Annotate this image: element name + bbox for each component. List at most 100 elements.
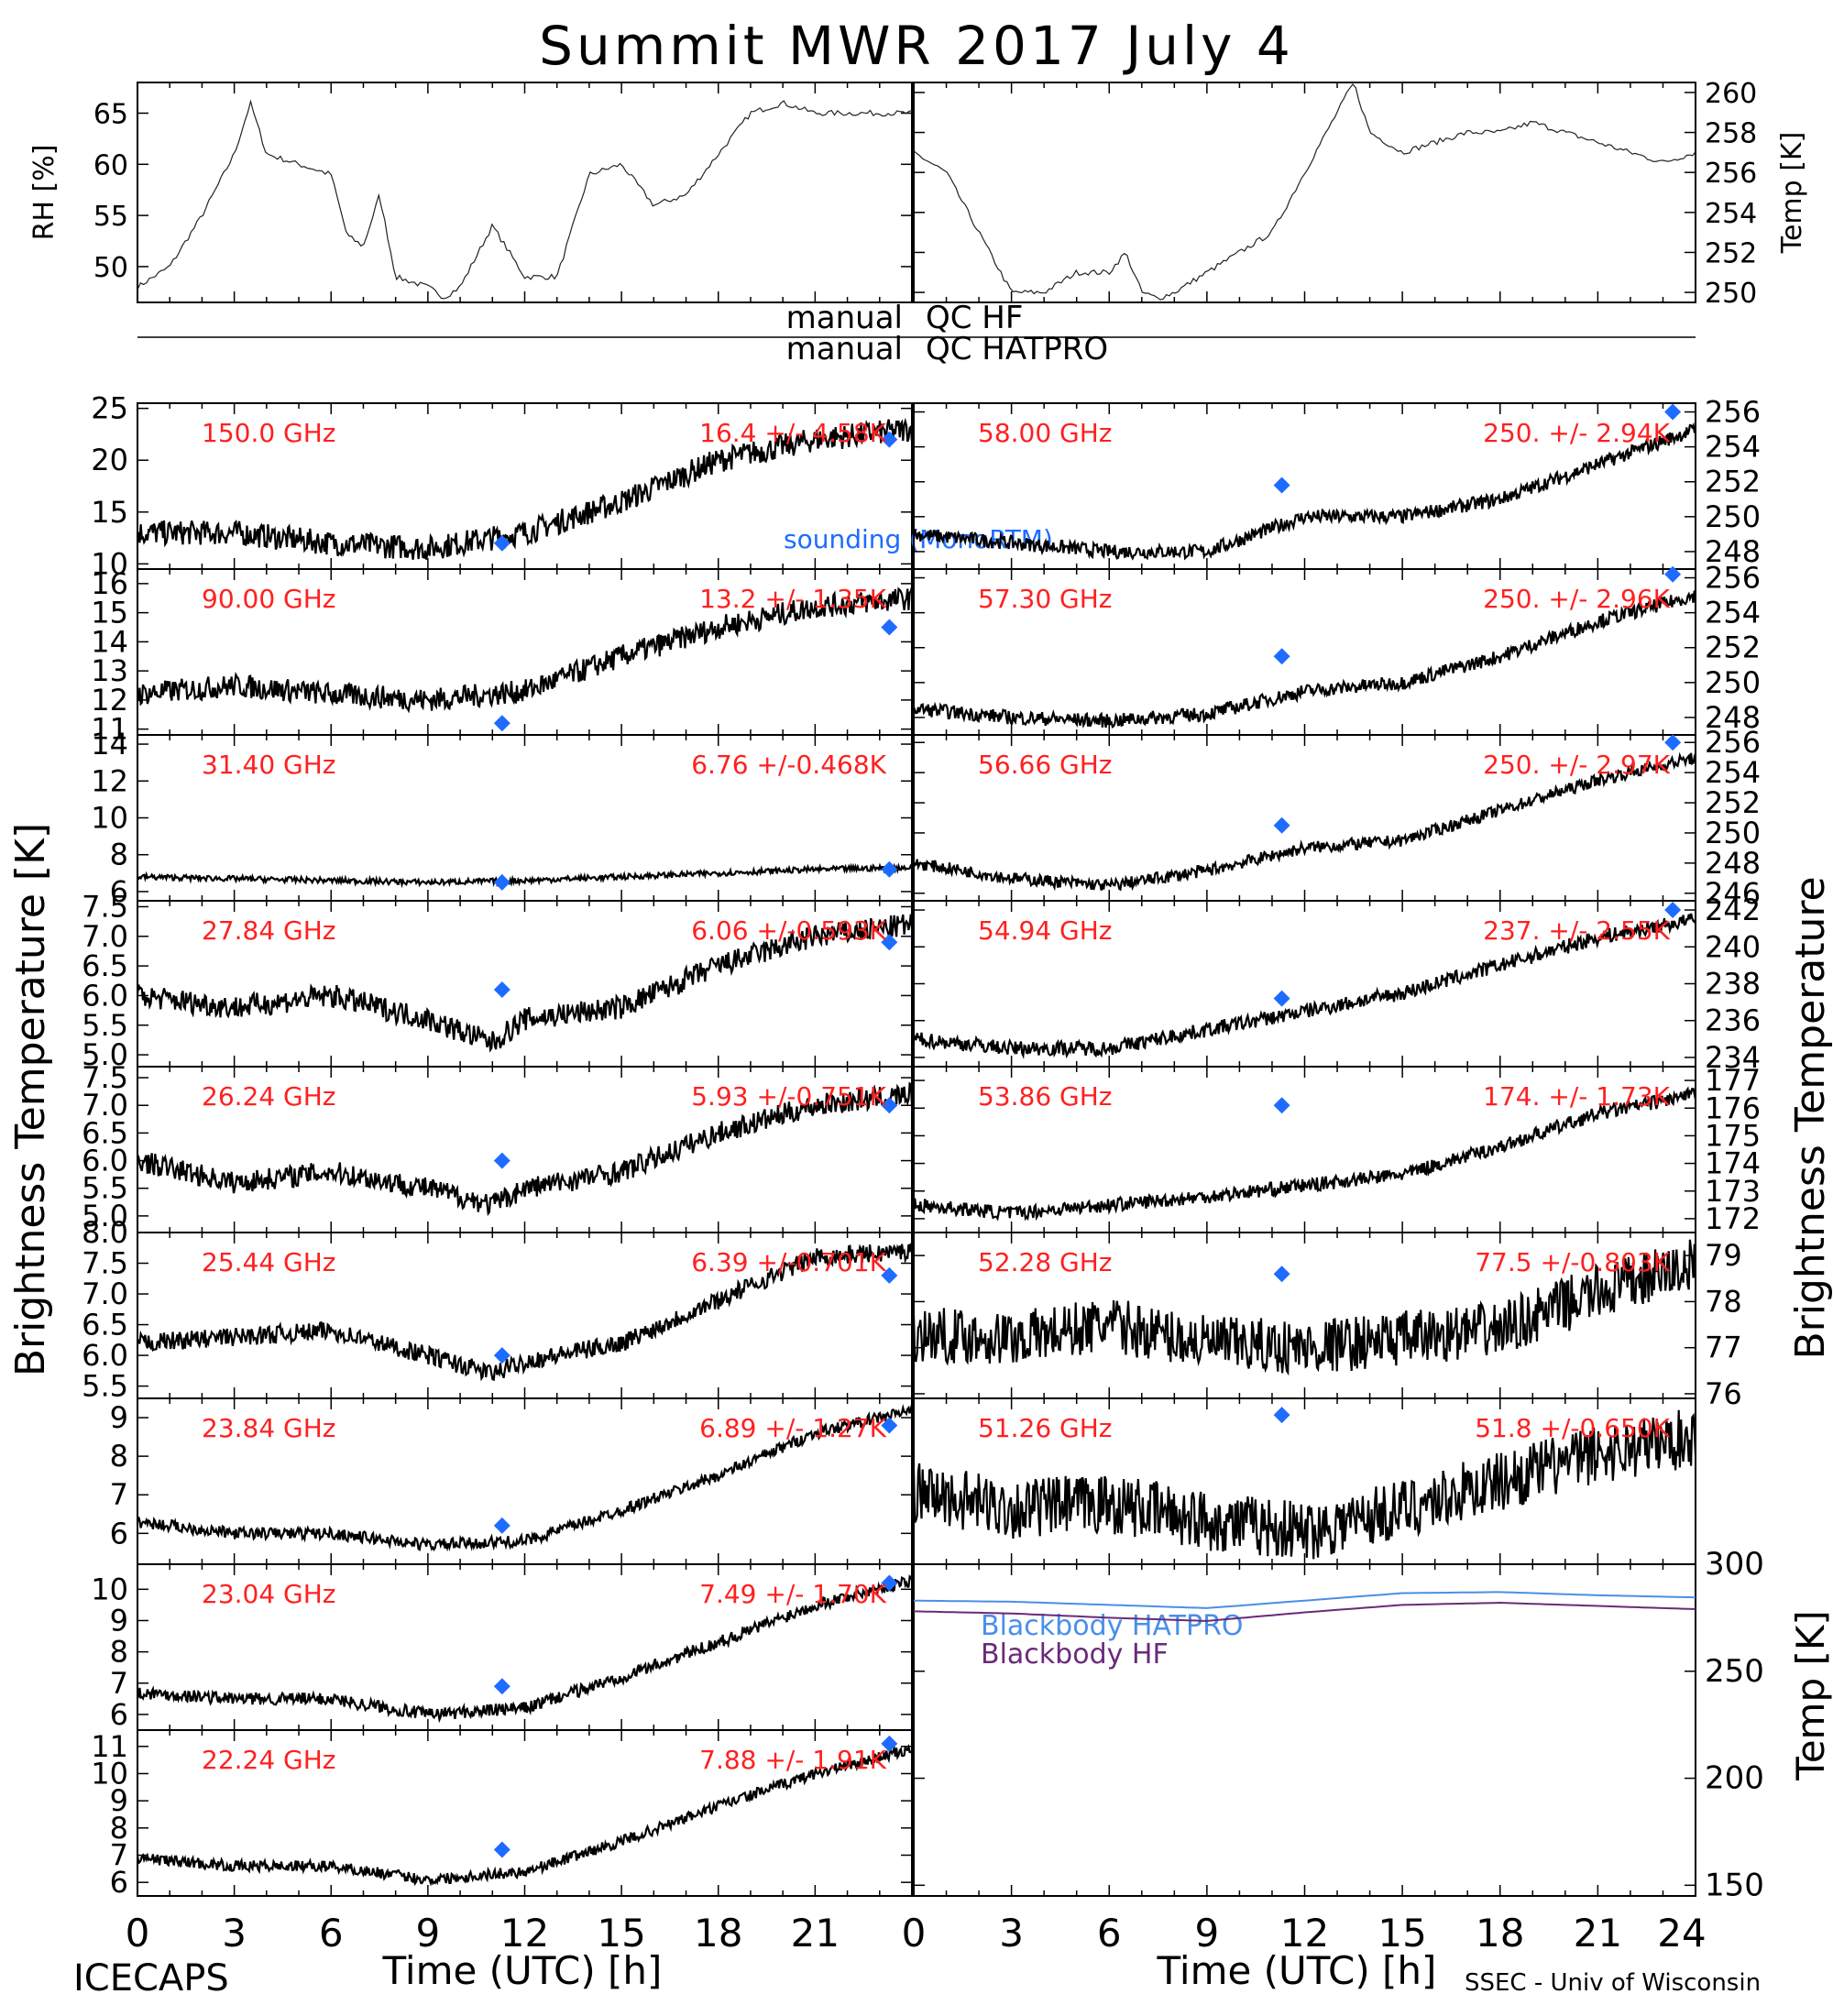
channel-5730-trace [912,590,1697,729]
channel-2384-ytick-label: 9 [110,1400,128,1435]
footer-icecaps: ICECAPS [73,1957,229,2000]
temp-trace [913,83,1696,301]
channel-5800-ytick-label: 250 [1705,499,1761,534]
channel-2304-ytick-label: 6 [110,1697,128,1732]
channel-5494-ytick-label: 242 [1705,893,1761,927]
channel-5666-ytick-label: 250 [1705,816,1761,850]
channel-5666-ytick-label: 252 [1705,785,1761,820]
channel-2784-trace [136,914,914,1053]
channel-9000-ytick-label: 13 [91,653,128,688]
channel-5494-sounding-point [1273,990,1290,1007]
temp-ytick-label: 252 [1705,237,1757,269]
x-tick-label-right: 21 [1574,1911,1622,1956]
channel-5386-ytick-label: 173 [1705,1174,1761,1209]
channel-5666-stats-label: 250. +/- 2.97K [1483,750,1670,780]
temp-panel: 250 252 254 256 258 260 Temp [K] [913,78,1808,310]
channel-5126-stats-label: 51.8 +/-0.650K [1475,1413,1670,1443]
channel-9000-ytick-label: 16 [91,566,128,601]
channel-2544-sounding-point [493,1347,510,1364]
blackbody-hatpro-line [913,1591,1696,1609]
channel-5730-stats-label: 250. +/- 2.96K [1483,584,1670,614]
channel-2544-ytick-label: 7.0 [82,1276,128,1311]
channel-2304-trace [136,1573,914,1724]
channel-5666-ytick-label: 248 [1705,846,1761,881]
channel-2384-trace [136,1404,914,1552]
channel-5386-ytick-label: 174 [1705,1146,1761,1181]
x-tick-label-left: 3 [222,1911,247,1956]
rh-ytick-label: 60 [93,149,128,181]
channel-5666-sounding-point [1273,816,1290,834]
qc-hf-label: QC HF [926,300,1023,336]
channel-2784-stats-label: 6.06 +/-0.593K [691,915,886,946]
channel-2624-ytick-label: 6.5 [82,1115,128,1150]
channel-1500-frequency-label: 150.0 GHz [202,418,336,448]
channel-2384-sounding-point [493,1517,510,1534]
channel-2304-ytick-label: 10 [91,1572,128,1606]
channel-5666-frequency-label: 56.66 GHz [978,750,1113,780]
x-axis-label-right: Time (UTC) [h] [1157,1948,1437,1993]
channel-9000-frequency-label: 90.00 GHz [202,584,336,614]
channel-5228-frequency-label: 52.28 GHz [978,1247,1113,1277]
channel-5666-ytick-label: 256 [1705,725,1761,760]
channel-2224-ytick-label: 9 [110,1783,128,1818]
channel-3140-ytick-label: 6 [110,874,128,909]
channel-2784-ytick-label: 7.0 [82,919,128,954]
channel-2624-ytick-label: 7.0 [82,1088,128,1123]
channel-9000-ytick-label: 14 [91,624,128,659]
channel-2544-ytick-label: 8.0 [82,1215,128,1250]
x-tick-label-left: 6 [319,1911,344,1956]
channel-5386-ytick-label: 177 [1705,1063,1761,1098]
channel-5386-frequency-label: 53.86 GHz [978,1081,1113,1112]
channel-3140-sounding-point [881,860,898,878]
channel-2224-ytick-label: 11 [91,1729,128,1764]
channel-2224-ytick-label: 10 [91,1756,128,1791]
channel-5800-trace [912,422,1696,561]
y-axis-label-right: Brightness Temperature [1787,876,1833,1359]
channel-5386-stats-label: 174. +/- 1.73K [1483,1081,1670,1112]
blackbody-ytick-label: 200 [1705,1760,1764,1797]
channel-5800-ytick-label: 252 [1705,465,1761,499]
channel-5730-ytick-label: 252 [1705,630,1761,665]
channel-2544-trace [136,1243,914,1382]
channel-2384-stats-label: 6.89 +/- 1.27K [699,1413,886,1443]
channel-2624-panel: 5.05.56.06.57.07.5 26.24 GHz 5.93 +/-0.751… [82,1060,914,1233]
channel-5730-sounding-point [1664,565,1682,583]
channel-1500-ytick-label: 15 [91,495,128,530]
temp-ytick-label: 250 [1705,278,1757,310]
blackbody-hf-line [913,1601,1696,1622]
channel-5730-ytick-label: 256 [1705,561,1761,596]
channel-2544-frequency-label: 25.44 GHz [202,1247,336,1277]
channel-9000-stats-label: 13.2 +/- 1.35K [699,584,886,614]
channel-2384-ytick-label: 8 [110,1439,128,1474]
channel-2544-ytick-label: 6.5 [82,1308,128,1342]
channel-2784-ytick-label: 6.5 [82,948,128,983]
channel-2224-sounding-point [881,1735,898,1752]
channel-3140-stats-label: 6.76 +/-0.468K [691,750,886,780]
x-tick-label-right: 15 [1377,1911,1426,1956]
channel-5800-ytick-label: 254 [1705,430,1761,465]
channel-5800-stats-label: 250. +/- 2.94K [1483,418,1670,448]
channel-2784-ytick-label: 6.0 [82,978,128,1013]
channel-9000-ytick-label: 11 [91,712,128,747]
channel-5666-sounding-point [1664,734,1682,751]
channel-2624-ytick-label: 5.0 [82,1199,128,1233]
rh-ytick-label: 50 [93,252,128,284]
channel-2784-panel: 5.05.56.06.57.07.5 27.84 GHz 6.06 +/-0.593… [82,889,914,1072]
channel-5494-ytick-label: 234 [1705,1040,1761,1075]
channel-2384-frequency-label: 23.84 GHz [202,1413,336,1443]
rh-panel: 50 55 60 65 RH [%] [28,82,913,303]
qc-manual-2: manual [786,331,903,367]
channel-5800-ytick-label: 248 [1705,534,1761,569]
channel-9000-ytick-label: 15 [91,596,128,630]
channel-3140-frequency-label: 31.40 GHz [202,750,336,780]
channel-2384-panel: 6 78 9 23.84 GHz 6.89 +/- 1.27K [110,1397,914,1565]
rh-axis-label: RH [%] [28,145,60,241]
x-axis-tick-labels: 0 3 6 9 12 15 18 21 0 3 6 9 12 15 18 21 24 [126,1911,1707,1956]
channel-2224-ytick-label: 7 [110,1837,128,1872]
x-tick-label-left: 9 [416,1911,441,1956]
channel-3140-ytick-label: 8 [110,838,128,872]
channel-3140-ytick-label: 14 [91,727,128,761]
